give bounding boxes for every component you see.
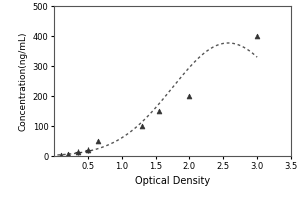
Y-axis label: Concentration(ng/mL): Concentration(ng/mL) bbox=[18, 31, 27, 131]
X-axis label: Optical Density: Optical Density bbox=[135, 176, 210, 186]
